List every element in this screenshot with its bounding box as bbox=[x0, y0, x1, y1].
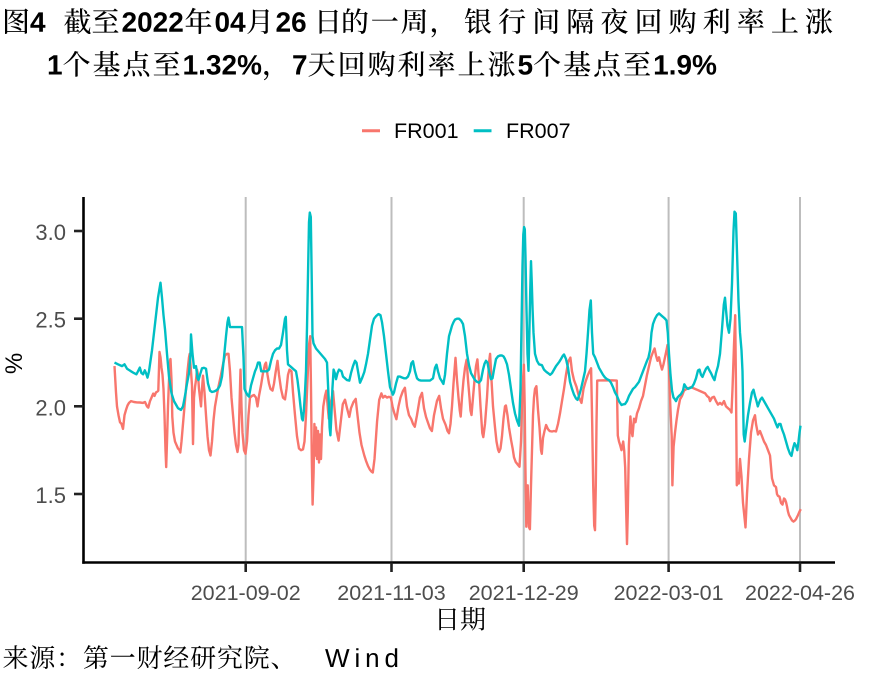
svg-text:2021-11-03: 2021-11-03 bbox=[337, 581, 445, 605]
svg-text:2022-03-01: 2022-03-01 bbox=[614, 581, 724, 605]
svg-text:2.5: 2.5 bbox=[35, 308, 66, 333]
svg-text:1.5: 1.5 bbox=[35, 483, 66, 508]
svg-text:2021-09-02: 2021-09-02 bbox=[191, 581, 301, 605]
svg-text:2.0: 2.0 bbox=[35, 395, 66, 420]
svg-text:2021-12-29: 2021-12-29 bbox=[469, 581, 579, 605]
svg-text:3.0: 3.0 bbox=[35, 220, 66, 245]
svg-text:FR001: FR001 bbox=[394, 119, 459, 143]
svg-text:FR007: FR007 bbox=[506, 119, 571, 143]
svg-text:2022-04-26: 2022-04-26 bbox=[745, 581, 855, 605]
svg-text:%: % bbox=[1, 353, 28, 374]
